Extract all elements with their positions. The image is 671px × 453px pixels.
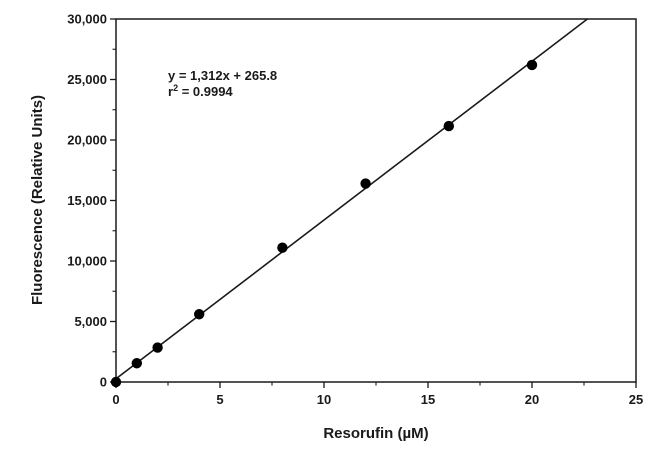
data-point — [526, 59, 538, 71]
data-point — [131, 358, 142, 369]
y-tick-label: 25,000 — [67, 72, 107, 87]
data-point — [443, 120, 454, 132]
r-squared-prefix: r — [168, 84, 173, 99]
r-squared-value: = 0.9994 — [178, 84, 233, 99]
data-point — [110, 376, 122, 388]
y-tick-label: 0 — [100, 375, 107, 390]
x-axis-title: Resorufin (µM) — [323, 425, 428, 442]
x-tick-label: 20 — [525, 392, 539, 407]
regression-line — [115, 18, 588, 380]
r-squared-label: r2 = 0.9994 — [168, 83, 233, 99]
data-points — [110, 59, 538, 388]
data-point — [194, 309, 205, 320]
y-tick-label: 5,000 — [74, 314, 107, 329]
r-squared-superscript: 2 — [173, 83, 178, 93]
y-axis-title: Fluorescence (Relative Units) — [29, 95, 46, 305]
y-tick-label: 10,000 — [67, 254, 107, 269]
x-tick-label: 15 — [421, 392, 435, 407]
data-point — [360, 178, 371, 189]
y-axis-tick-labels: 0 5,000 10,000 15,000 20,000 25,000 30,000 — [67, 12, 107, 390]
regression-equation: y = 1,312x + 265.8 — [168, 68, 277, 83]
y-tick-label: 20,000 — [67, 133, 107, 148]
x-tick-label: 10 — [317, 392, 331, 407]
y-tick-label: 30,000 — [67, 12, 107, 27]
x-tick-label: 0 — [112, 392, 119, 407]
x-tick-label: 25 — [629, 392, 643, 407]
data-point — [152, 342, 163, 353]
x-axis-tick-labels: 0 5 10 15 20 25 — [112, 392, 643, 407]
y-tick-label: 15,000 — [67, 193, 107, 208]
x-tick-label: 5 — [216, 392, 223, 407]
data-point — [277, 242, 288, 253]
